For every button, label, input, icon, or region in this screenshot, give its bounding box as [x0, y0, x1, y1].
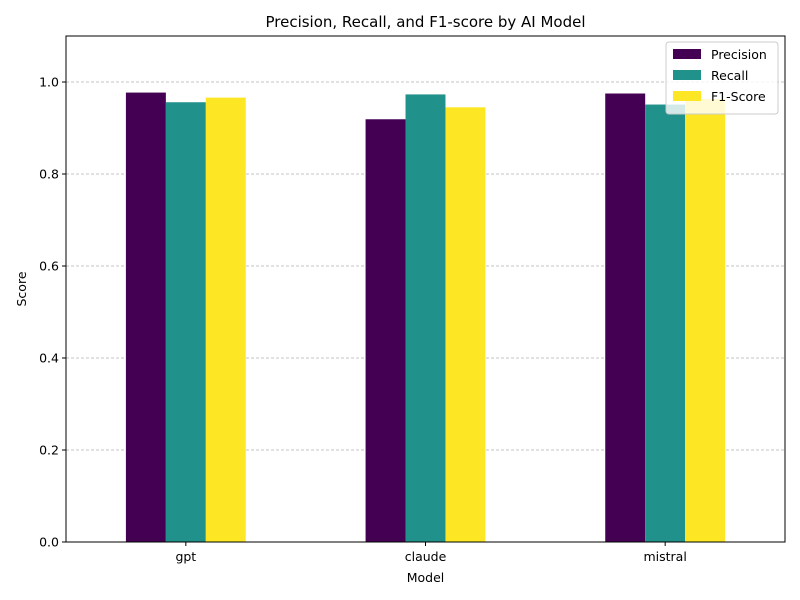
x-axis-ticks: gpt claude mistral: [175, 542, 687, 564]
bars-group: [125, 92, 726, 543]
legend-swatch-precision: [673, 49, 701, 59]
y-tick-label: 0.2: [39, 443, 59, 458]
legend-label: Precision: [711, 47, 767, 62]
x-tick-label: mistral: [643, 549, 686, 564]
legend-swatch-f1-score: [673, 91, 701, 101]
legend: Precision Recall F1-Score: [665, 41, 779, 115]
bar-claude-recall: [405, 94, 446, 543]
bar-claude-f1-score: [445, 107, 486, 543]
y-tick-label: 0.6: [39, 259, 59, 274]
bar-mistral-precision: [605, 93, 646, 542]
y-tick-label: 1.0: [39, 75, 59, 90]
x-tick-label: claude: [405, 549, 447, 564]
y-tick-label: 0.0: [39, 535, 59, 550]
legend-swatch-recall: [673, 70, 701, 80]
y-axis-ticks: 0.0 0.2 0.4 0.6 0.8 1.0: [39, 75, 66, 550]
bar-claude-precision: [365, 119, 406, 542]
y-tick-label: 0.8: [39, 167, 59, 182]
bar-gpt-f1-score: [205, 97, 246, 542]
x-tick-label: gpt: [175, 549, 196, 564]
legend-label: Recall: [711, 68, 748, 83]
bar-mistral-f1-score: [685, 99, 726, 543]
bar-gpt-recall: [165, 102, 206, 543]
x-axis-label: Model: [407, 570, 445, 585]
chart-title: Precision, Recall, and F1-score by AI Mo…: [265, 13, 585, 31]
legend-label: F1-Score: [711, 89, 766, 104]
bar-gpt-precision: [125, 92, 166, 542]
y-axis-label: Score: [14, 271, 29, 306]
bar-mistral-recall: [645, 104, 686, 542]
y-tick-label: 0.4: [39, 351, 59, 366]
